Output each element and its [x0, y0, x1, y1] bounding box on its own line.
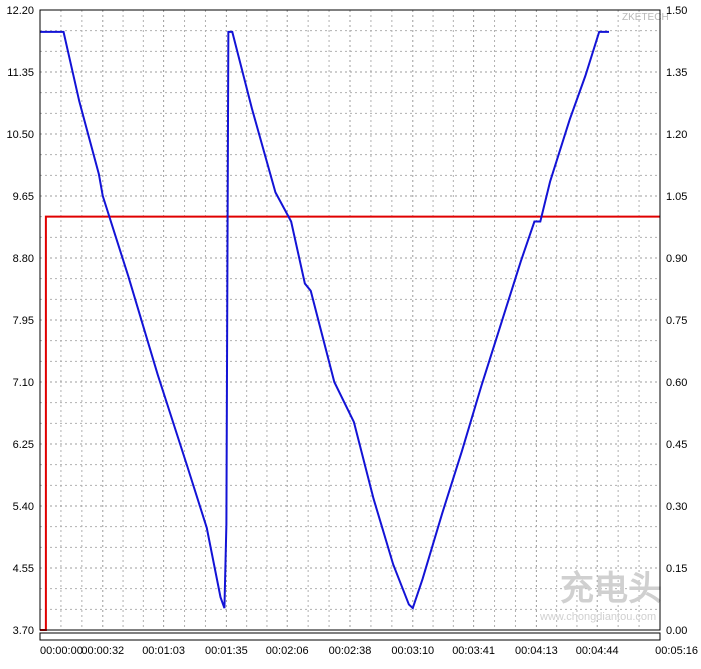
- x-tick-label: 00:05:16: [655, 645, 698, 657]
- y-left-tick-label: 9.65: [13, 191, 34, 203]
- y-right-tick-label: 0.15: [666, 563, 687, 575]
- y-left-tick-label: 8.80: [13, 253, 34, 265]
- x-tick-label: 00:02:06: [266, 645, 309, 657]
- y-left-tick-label: 5.40: [13, 501, 34, 513]
- watermark-cn: 充电头: [560, 570, 662, 608]
- y-right-tick-label: 0.45: [666, 439, 687, 451]
- watermark-url: www.chongdiantou.com: [539, 611, 656, 623]
- y-right-tick-label: 0.90: [666, 253, 687, 265]
- y-right-tick-label: 0.75: [666, 315, 687, 327]
- y-left-tick-label: 3.70: [13, 625, 34, 637]
- y-left-tick-label: 10.50: [6, 129, 34, 141]
- y-left-tick-label: 7.10: [13, 377, 34, 389]
- y-right-tick-label: 1.20: [666, 129, 687, 141]
- x-tick-label: 00:00:00: [40, 645, 83, 657]
- x-tick-label: 00:04:44: [576, 645, 619, 657]
- chart-svg: ZKETECH 充电头 www.chongdiantou.com 3.70 4.55 5.…: [0, 0, 701, 669]
- y-right-tick-label: 1.05: [666, 191, 687, 203]
- y-left-tick-label: 11.35: [7, 67, 34, 79]
- x-tick-label: 00:03:10: [391, 645, 434, 657]
- y-right-tick-label: 1.35: [666, 67, 687, 79]
- x-tick-label: 00:00:32: [81, 645, 124, 657]
- x-tick-label: 00:01:03: [142, 645, 185, 657]
- y-left-tick-label: 6.25: [13, 439, 34, 451]
- chart-container: ZKETECH 充电头 www.chongdiantou.com 3.70 4.55 5.…: [0, 0, 701, 669]
- y-right-tick-label: 0.30: [666, 501, 687, 513]
- y-right-tick-label: 1.50: [666, 5, 687, 17]
- y-left-tick-label: 4.55: [13, 563, 34, 575]
- y-left-tick-label: 7.95: [13, 315, 34, 327]
- x-tick-label: 00:04:13: [515, 645, 558, 657]
- y-right-tick-label: 0.00: [666, 625, 687, 637]
- x-tick-label: 00:02:38: [329, 645, 372, 657]
- watermark-top: ZKETECH: [622, 12, 669, 23]
- y-left-tick-label: 12.20: [6, 5, 34, 17]
- x-tick-label: 00:03:41: [452, 645, 495, 657]
- x-tick-label: 00:01:35: [205, 645, 248, 657]
- y-right-tick-label: 0.60: [666, 377, 687, 389]
